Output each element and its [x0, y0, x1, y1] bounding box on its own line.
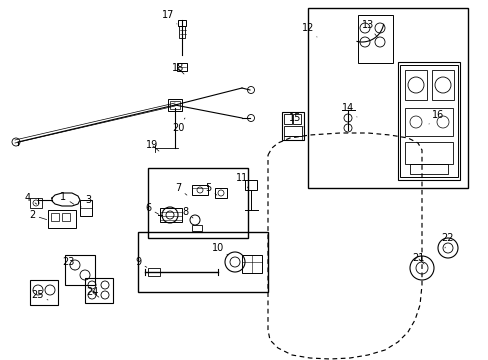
Text: 16: 16 [428, 110, 443, 124]
Bar [160, 208, 182, 222]
Bar [215, 188, 226, 198]
Text: 2: 2 [29, 210, 46, 220]
Bar [148, 268, 160, 276]
Text: 13: 13 [361, 20, 376, 37]
Bar [409, 164, 447, 174]
Text: 7: 7 [175, 183, 186, 195]
Text: 5: 5 [204, 183, 217, 195]
Bar [284, 126, 302, 136]
Bar [399, 65, 457, 177]
Text: 11: 11 [235, 173, 247, 188]
Bar [85, 278, 113, 303]
Text: 22: 22 [441, 233, 453, 248]
Text: 6: 6 [144, 203, 159, 214]
Text: 24: 24 [85, 287, 99, 297]
Bar [192, 225, 202, 231]
Bar [192, 185, 207, 195]
Bar [51, 213, 59, 221]
Text: 25: 25 [32, 290, 48, 300]
Bar [168, 99, 182, 111]
Text: 9: 9 [135, 257, 146, 267]
Bar [404, 108, 452, 136]
Text: 18: 18 [171, 63, 184, 74]
Bar [404, 142, 452, 164]
Bar [244, 180, 257, 190]
Bar [242, 255, 262, 273]
Bar [48, 210, 76, 228]
Text: 3: 3 [81, 195, 91, 207]
Text: 12: 12 [301, 23, 316, 37]
Bar [177, 63, 186, 71]
Bar [357, 15, 392, 63]
Bar [30, 280, 58, 305]
Bar [292, 114, 301, 124]
Bar [397, 62, 459, 180]
Text: 23: 23 [61, 257, 75, 270]
Bar [62, 213, 70, 221]
Text: 8: 8 [182, 207, 193, 218]
Text: 20: 20 [171, 118, 184, 133]
Bar [284, 136, 302, 140]
Text: 4: 4 [25, 193, 37, 204]
Bar [178, 20, 185, 26]
Text: 19: 19 [145, 140, 159, 151]
Bar [80, 200, 92, 216]
Text: 1: 1 [60, 192, 74, 204]
Bar [282, 112, 304, 140]
Text: 21: 21 [411, 253, 423, 264]
Bar [170, 101, 180, 109]
Bar [179, 26, 184, 38]
Bar [138, 232, 267, 292]
Bar [404, 70, 426, 100]
Bar [148, 168, 247, 238]
Text: 10: 10 [211, 243, 227, 255]
Text: 14: 14 [341, 103, 356, 117]
Bar [307, 8, 467, 188]
Bar [65, 255, 95, 285]
Bar [30, 198, 42, 208]
Text: 17: 17 [162, 10, 177, 24]
Bar [431, 70, 453, 100]
Text: 15: 15 [288, 113, 304, 127]
Bar [284, 114, 291, 124]
